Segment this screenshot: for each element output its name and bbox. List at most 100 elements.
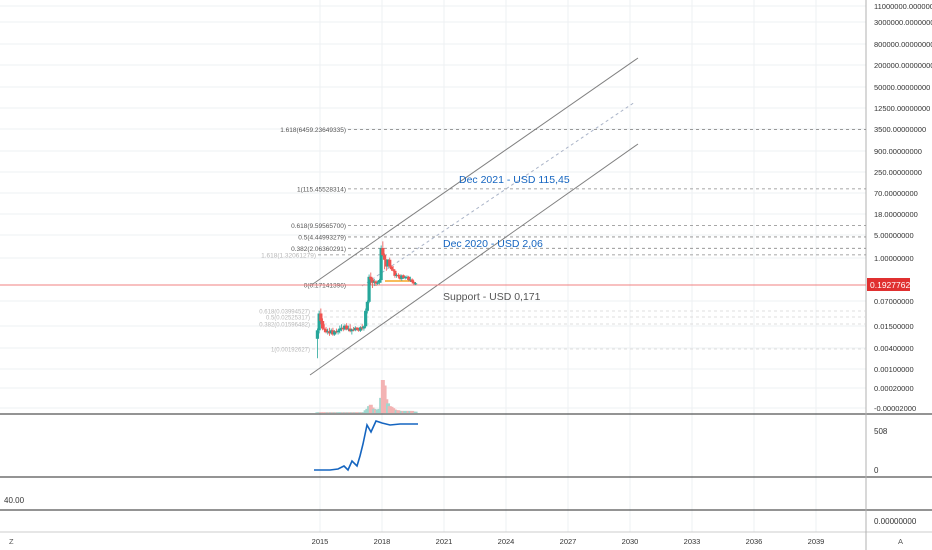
lower-pane-label: 40.00	[4, 496, 25, 505]
last-price-tag: 0.19277622	[867, 278, 915, 291]
y-tick-label: 1.00000000	[874, 254, 914, 263]
x-tick-label: 2027	[560, 537, 577, 546]
candle-body	[339, 327, 344, 329]
candle-body	[377, 280, 382, 283]
x-tick-label: 2036	[746, 537, 763, 546]
trend-channel[interactable]	[309, 57, 639, 376]
candle-body	[327, 331, 332, 334]
channel-middle-line[interactable]	[361, 101, 636, 287]
candle-body	[315, 330, 320, 339]
annotation-text: Dec 2020 - USD 2,06	[443, 238, 543, 250]
y-tick-label: 18.00000000	[874, 210, 918, 219]
candle-body	[410, 279, 414, 283]
candle-body	[384, 259, 388, 267]
candle-body	[322, 328, 326, 330]
candle-body	[346, 328, 351, 330]
candle-body	[382, 255, 387, 260]
candle-body	[362, 326, 366, 329]
timezone-corner-label[interactable]: Z	[9, 537, 14, 546]
candle-body	[364, 310, 368, 327]
lower-pane2-tick: 0.00000000	[874, 517, 917, 526]
channel-upper-line[interactable]	[309, 57, 639, 287]
candle-body	[388, 259, 392, 267]
x-tick-label: 2033	[684, 537, 701, 546]
y-tick-label: 12500.00000000	[874, 104, 930, 113]
candle-body	[326, 331, 330, 333]
candle-body	[365, 301, 369, 311]
price-axis[interactable]: 11000000.00000000 3000000.00000000 800000.…	[874, 2, 932, 413]
lower-fib-labels: 0.618(0.03994527)0.5(0.02525317)0.382(0.…	[259, 310, 866, 354]
candle-body	[370, 279, 375, 283]
channel-lower-line[interactable]	[309, 143, 639, 376]
candle-body	[398, 276, 402, 279]
candle-body	[408, 279, 413, 281]
auto-scale-button[interactable]: A	[898, 537, 903, 546]
candle-body	[400, 275, 404, 279]
y-tick-label: 70.00000000	[874, 189, 918, 198]
candle-body	[333, 331, 337, 335]
volume-bar	[413, 411, 418, 413]
candle-body	[336, 330, 340, 333]
y-tick-label: -0.00002000	[874, 404, 916, 413]
text-annotations: Dec 2021 - USD 115,45 Dec 2020 - USD 2,06…	[443, 174, 570, 303]
candle-body	[391, 269, 395, 271]
y-tick-label: 3000000.00000000	[874, 18, 932, 27]
y-tick-label: 900.00000000	[874, 147, 922, 156]
annotation-text: Support - USD 0,171	[443, 291, 541, 303]
candle-body	[369, 276, 373, 280]
candle-body	[350, 329, 354, 332]
candle-body	[367, 276, 371, 302]
x-tick-label: 2018	[374, 537, 391, 546]
lower-fib-label: 0.618(0.03994527)	[259, 310, 310, 316]
candle-body	[348, 328, 352, 332]
candle-body	[334, 331, 338, 333]
fib-level-label: 1(115.45528314)	[297, 186, 346, 193]
candle-body	[329, 330, 333, 334]
candle-body	[395, 274, 399, 276]
candle-body	[396, 274, 400, 277]
x-tick-label: 2021	[436, 537, 453, 546]
candle-body	[317, 313, 321, 331]
candle-body	[343, 325, 347, 330]
candle-body	[357, 329, 361, 331]
candle-body	[374, 281, 378, 284]
candle-body	[331, 330, 335, 335]
y-tick-label: 200000.00000000	[874, 61, 932, 70]
y-tick-label: 0.00020000	[874, 384, 914, 393]
x-tick-label: 2030	[622, 537, 639, 546]
x-tick-label: 2039	[808, 537, 825, 546]
candle-body	[381, 248, 385, 256]
y-tick-label: 0.00100000	[874, 365, 914, 374]
last-price-tag-bg	[867, 278, 910, 291]
indicator-axis: 508 0 0.00000000	[874, 427, 917, 526]
candle-body	[379, 248, 383, 281]
indicator-tick-high: 508	[874, 427, 888, 436]
time-axis[interactable]: 2015 2018 2021 2024 2027 2030 2033 2036 2039	[312, 537, 825, 546]
candle-body	[319, 313, 323, 322]
y-tick-label: 0.07000000	[874, 297, 914, 306]
lower-fib-label: 0.382(0.01596482)	[259, 323, 310, 329]
candlesticks	[315, 241, 418, 359]
fib-level-label: 1.618(6459.23649335)	[280, 127, 346, 134]
fib-level-label: 0.5(4.44993279)	[298, 234, 346, 241]
candle-body	[413, 283, 418, 285]
candle-body	[412, 282, 416, 284]
y-tick-label: 800000.00000000	[874, 40, 932, 49]
fibonacci-levels: 1.618(6459.23649335) 1(115.45528314) 0.618…	[261, 127, 866, 290]
candle-body	[401, 275, 406, 278]
candle-body	[338, 328, 342, 331]
indicator-line	[314, 420, 418, 472]
candle-body	[353, 327, 357, 331]
candle-body	[320, 321, 325, 329]
y-tick-label: 250.00000000	[874, 168, 922, 177]
candle-body	[351, 329, 356, 331]
fib-level-label: 0.618(9.59565700)	[291, 223, 346, 230]
candle-body	[403, 277, 407, 279]
candle-body	[376, 282, 380, 284]
candle-body	[407, 276, 411, 281]
x-tick-label: 2015	[312, 537, 329, 546]
lower-fib-label: 0.5(0.02525317)	[266, 316, 310, 322]
y-tick-label: 5.00000000	[874, 231, 914, 240]
